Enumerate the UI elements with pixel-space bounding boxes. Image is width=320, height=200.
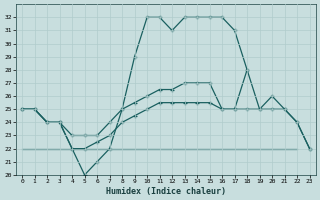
X-axis label: Humidex (Indice chaleur): Humidex (Indice chaleur) — [106, 187, 226, 196]
